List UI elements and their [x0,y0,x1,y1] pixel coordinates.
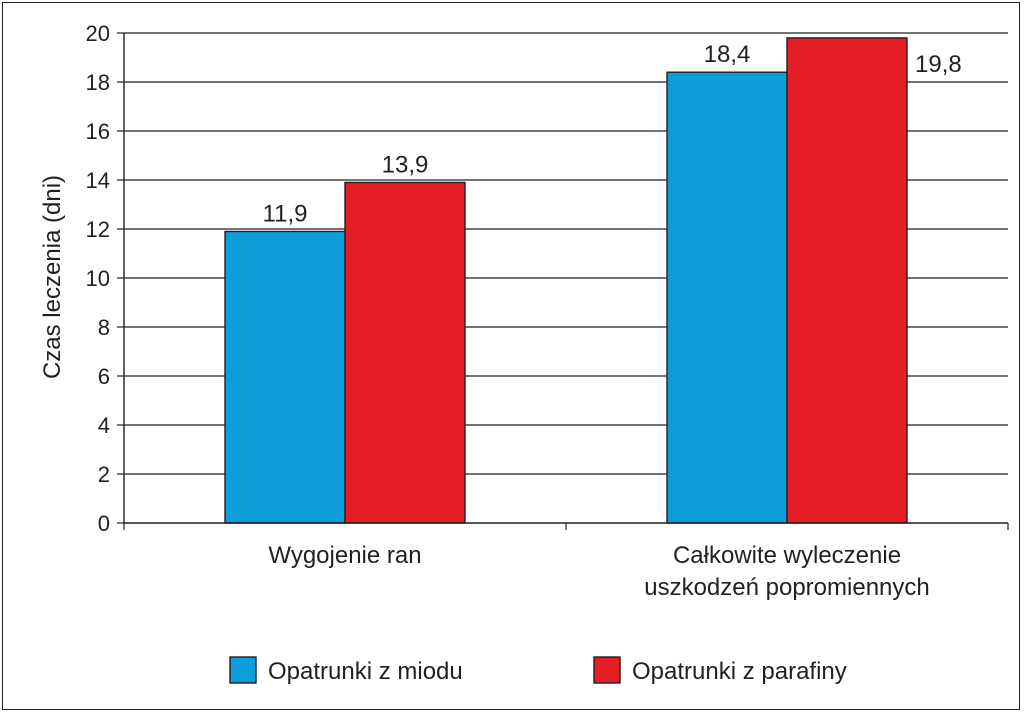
x-tick-label: Wygojenie ran [268,542,421,569]
y-tick-label: 6 [98,364,110,389]
y-tick-label: 10 [86,266,110,291]
bar [666,71,788,524]
bar-value-label: 19,8 [915,51,962,78]
y-tick-label: 12 [86,217,110,242]
y-tick-label: 14 [86,168,110,193]
y-tick-label: 20 [86,21,110,46]
bar-value-label: 13,9 [382,151,429,178]
category-labels: Wygojenie ran Całkowite wyleczenie uszkodz… [268,542,929,601]
bar [224,230,346,524]
x-tick-label: uszkodzeń popromiennych [644,574,930,601]
legend-swatch [229,656,257,684]
y-tick-label: 16 [86,119,110,144]
y-axis-title: Czas leczenia (dni) [39,175,66,379]
bars [224,37,908,524]
y-tick-label: 18 [86,70,110,95]
x-tick-label: Całkowite wyleczenie [673,542,901,569]
bar-value-label: 18,4 [704,41,751,68]
legend-label: Opatrunki z miodu [268,658,463,685]
legend-swatch [593,656,621,684]
bar-value-label: 11,9 [263,200,308,227]
y-tick-label: 4 [98,413,110,438]
bar [344,181,466,524]
value-labels: 11,9 13,9 18,4 19,8 [263,41,962,227]
legend-label: Opatrunki z parafiny [632,658,847,685]
bar [786,37,908,524]
legend: Opatrunki z miodu Opatrunki z parafiny [229,656,847,685]
y-tick-labels: 0 2 4 6 8 10 12 14 16 18 20 [86,21,110,536]
y-tick-label: 8 [98,315,110,340]
y-tick-label: 2 [98,462,110,487]
y-tick-label: 0 [98,511,110,536]
axes [117,32,1009,530]
